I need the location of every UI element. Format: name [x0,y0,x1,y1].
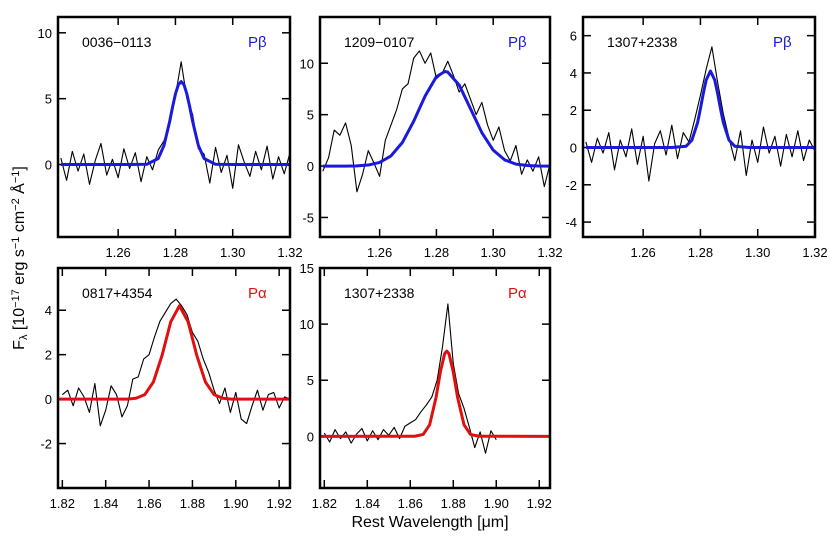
y-axis-label-part: −17 [10,289,22,308]
y-tick-label: 10 [300,56,314,71]
x-tick-label: 1.32 [802,245,827,260]
x-tick-label: 1.82 [312,496,337,511]
x-axis-label: Rest Wavelength [μm] [351,514,508,531]
y-tick-label: 0 [45,392,52,407]
y-tick-label: 10 [300,317,314,332]
x-tick-label: 1.32 [537,245,562,260]
y-axis-label-part: −1 [10,171,22,184]
x-tick-label: 1.86 [398,496,423,511]
y-axis-label-part: Å [9,183,28,198]
y-tick-label: 2 [570,103,577,118]
fit-line [58,304,290,401]
x-tick-label: 1.30 [220,245,245,260]
y-tick-label: -2 [40,437,52,452]
line-label: Pβ [248,34,267,51]
x-tick-label: 1.30 [745,245,770,260]
line-label: Pα [248,285,267,302]
y-tick-label: 15 [300,261,314,276]
object-label: 1209−0107 [344,34,415,50]
x-tick-label: 1.26 [105,245,130,260]
y-axis-label-part: cm [11,211,28,237]
y-axis-label-part: ] [11,166,28,170]
spectrum-line [60,61,290,189]
x-tick-label: 1.86 [136,496,161,511]
x-tick-label: 1.28 [163,245,188,260]
x-tick-label: 1.88 [180,496,205,511]
fit-line [322,69,550,168]
x-tick-label: 1.82 [50,496,75,511]
fit-line [585,69,815,150]
x-tick-label: 1.26 [367,245,392,260]
y-tick-label: 2 [45,348,52,363]
x-tick-label: 1.84 [355,496,380,511]
spectrum-line [61,298,290,427]
spectrum-line [322,50,550,193]
x-tick-label: 1.32 [277,245,302,260]
x-tick-label: 1.90 [484,496,509,511]
object-label: 0036−0113 [82,34,152,50]
panel-frame [581,15,817,239]
y-axis-label-part: [10 [11,308,28,335]
panel-frame [318,15,552,239]
y-tick-label: 0 [307,159,314,174]
y-tick-label: -4 [565,215,577,230]
y-tick-label: 4 [570,66,577,81]
y-axis-label: Fλ [10−17 erg s−1 cm−2 Å−1] [9,166,30,350]
y-tick-label: 4 [45,303,52,318]
line-label: Pβ [508,34,527,51]
object-label: 1307+2338 [344,285,415,301]
y-tick-label: 5 [307,373,314,388]
line-label: Pβ [773,34,792,51]
x-tick-label: 1.26 [630,245,655,260]
y-tick-label: 0 [45,158,52,173]
object-label: 0817+4354 [82,285,153,301]
y-tick-label: -5 [302,210,314,225]
y-tick-label: 5 [307,108,314,123]
y-axis-label-part: −1 [10,237,22,250]
y-tick-label: 5 [45,92,52,107]
y-tick-label: -2 [565,178,577,193]
y-tick-label: 10 [38,26,52,41]
x-tick-label: 1.28 [688,245,713,260]
y-axis-label-part: F [11,340,28,350]
y-axis-label-part: λ [18,334,30,340]
y-axis-label-part: erg s [11,249,28,289]
x-tick-label: 1.30 [481,245,506,260]
line-label: Pα [508,285,527,302]
y-tick-label: 0 [307,429,314,444]
x-tick-label: 1.28 [424,245,449,260]
fit-line [320,349,550,438]
x-tick-label: 1.88 [441,496,466,511]
spectrum-line [323,303,497,454]
panel-frame [56,15,292,239]
y-tick-label: 6 [570,29,577,44]
object-label: 1307+2338 [607,34,678,50]
x-tick-label: 1.92 [527,496,552,511]
x-tick-label: 1.92 [267,496,292,511]
panel-frame [56,266,292,490]
x-tick-label: 1.84 [93,496,118,511]
y-axis-label-part: −2 [10,198,22,211]
y-tick-label: 0 [570,141,577,156]
x-tick-label: 1.90 [223,496,248,511]
fit-line [60,80,290,167]
panel-frame [318,266,552,490]
